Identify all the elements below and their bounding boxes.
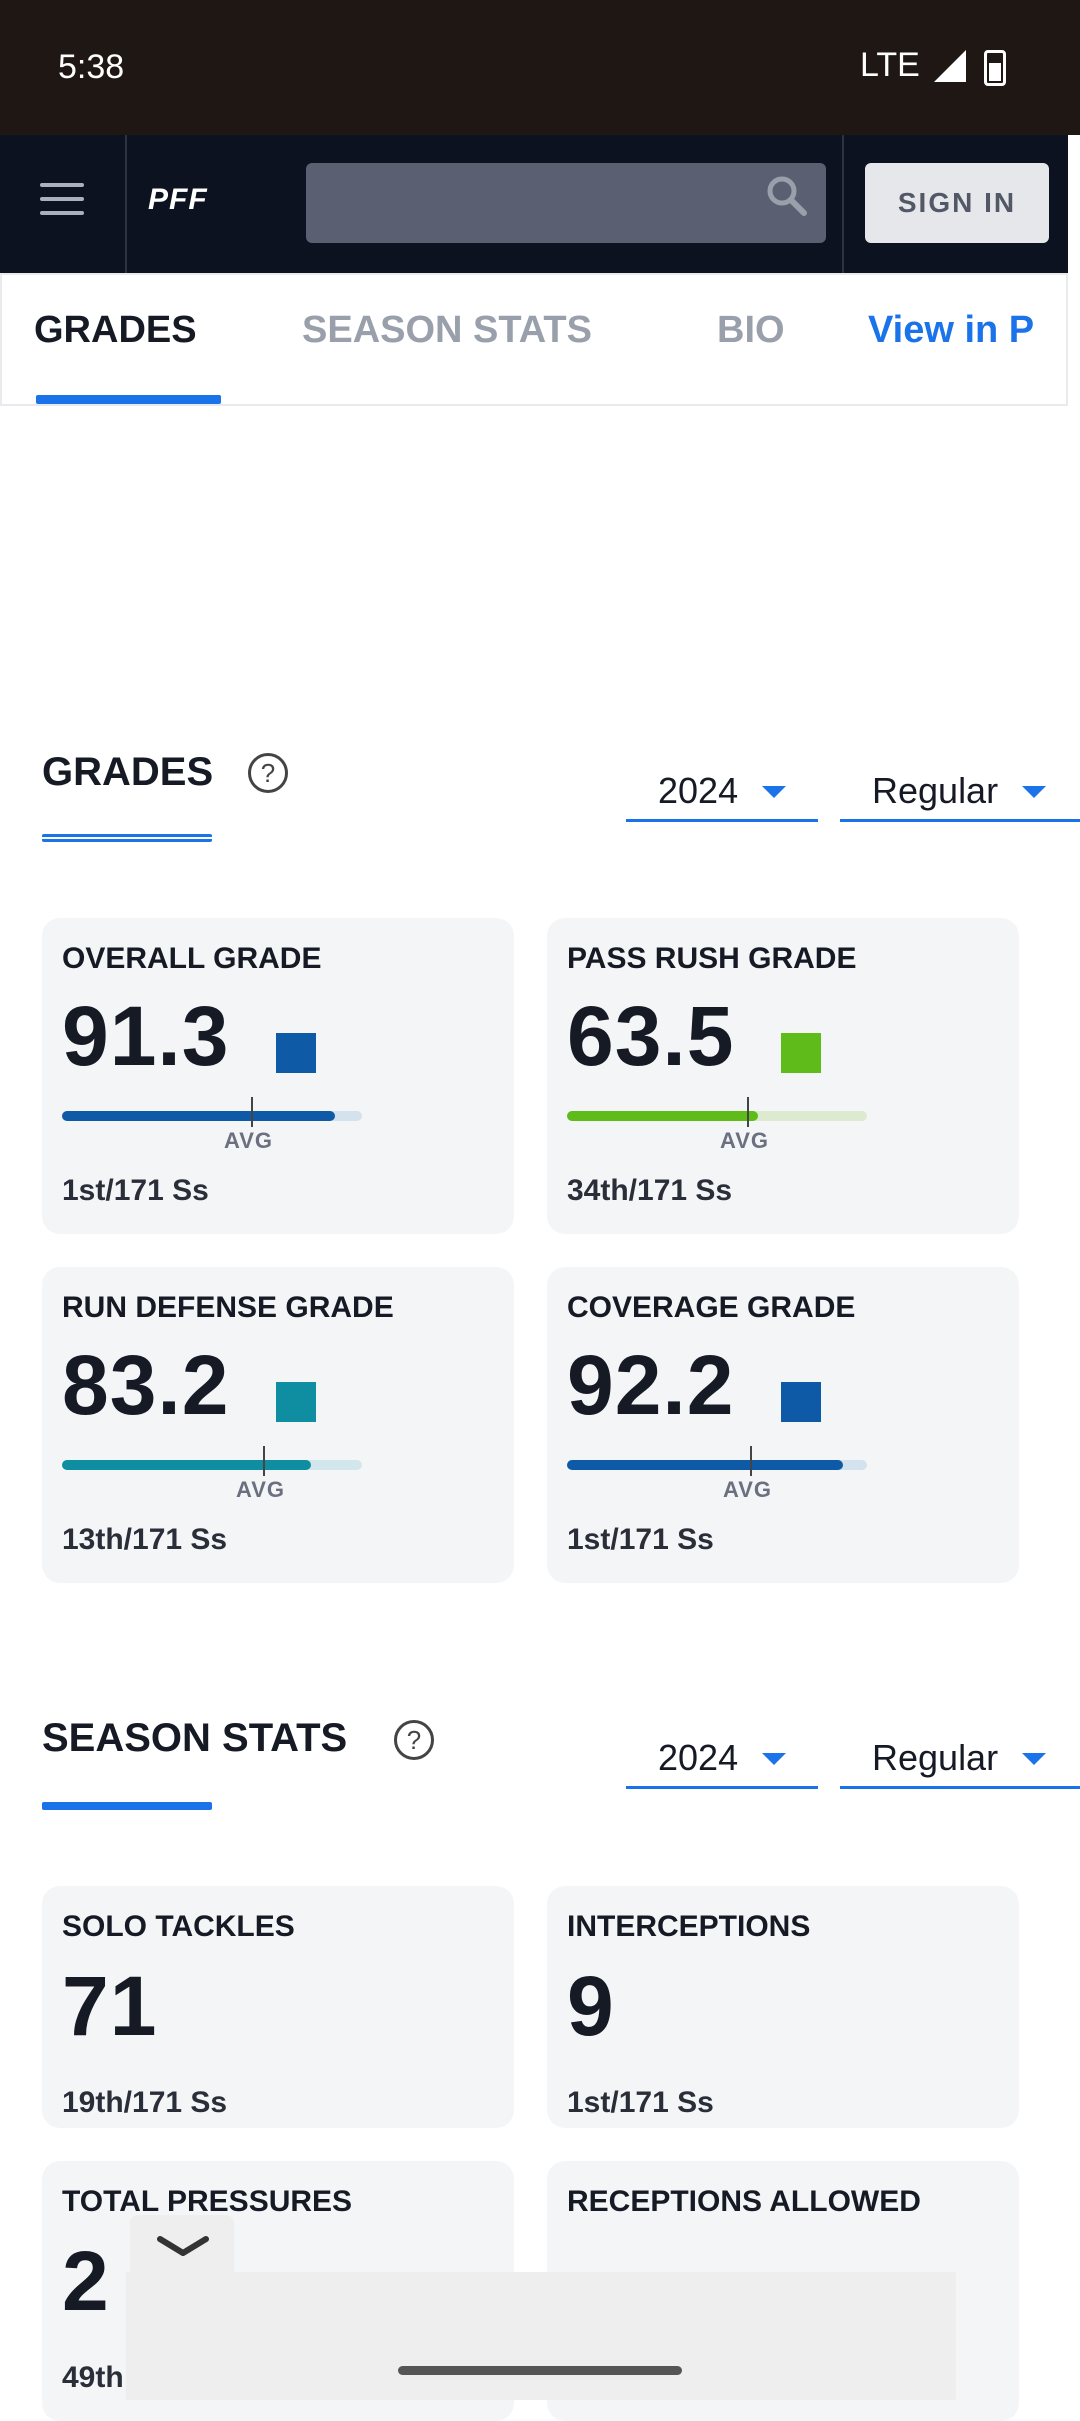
cell-signal-icon — [934, 50, 966, 82]
grade-label: RUN DEFENSE GRADE — [62, 1291, 394, 1324]
player-tabs: GRADES SEASON STATS BIO View in P — [0, 273, 1068, 406]
stat-label: TOTAL PRESSURES — [62, 2185, 353, 2218]
stat-label: SOLO TACKLES — [62, 1910, 295, 1943]
sign-in-button[interactable]: SIGN IN — [865, 163, 1049, 243]
tab-grades[interactable]: GRADES — [34, 309, 197, 351]
avg-marker — [263, 1446, 265, 1476]
bottom-ad-banner — [126, 2272, 956, 2400]
stat-value: 71 — [62, 1959, 158, 2053]
stat-rank: 49th — [62, 2361, 124, 2394]
avg-marker — [251, 1097, 253, 1127]
stats-season-type-select[interactable]: Regular — [840, 1729, 1080, 1789]
grade-bar — [62, 1446, 362, 1476]
home-indicator[interactable] — [398, 2366, 682, 2375]
grade-rank: 34th/171 Ss — [567, 1174, 733, 1207]
avg-marker — [747, 1097, 749, 1127]
grade-value: 91.3 — [62, 989, 230, 1083]
grade-bar-fill — [567, 1111, 758, 1121]
avg-label: AVG — [723, 1477, 773, 1502]
grade-value: 83.2 — [62, 1338, 230, 1432]
caret-down-icon — [762, 1753, 786, 1765]
search-icon[interactable] — [764, 173, 808, 217]
grade-bar — [567, 1446, 867, 1476]
grade-bar — [567, 1097, 867, 1127]
tab-view-in-premium[interactable]: View in P — [868, 309, 1035, 351]
tab-bio[interactable]: BIO — [717, 309, 785, 351]
grade-label: OVERALL GRADE — [62, 942, 322, 975]
grade-label: COVERAGE GRADE — [567, 1291, 856, 1324]
grade-card-coverage[interactable]: COVERAGE GRADE 92.2 AVG 1st/171 Ss — [547, 1267, 1019, 1583]
grades-title: GRADES — [42, 750, 214, 794]
grades-year-value: 2024 — [658, 770, 739, 811]
network-type: LTE — [860, 46, 920, 84]
grade-card-pass-rush[interactable]: PASS RUSH GRADE 63.5 AVG 34th/171 Ss — [547, 918, 1019, 1234]
grade-value: 92.2 — [567, 1338, 735, 1432]
active-tab-indicator — [36, 395, 221, 404]
season-stats-underline — [42, 1802, 212, 1810]
stat-value: 9 — [567, 1959, 615, 2053]
stat-card-solo-tackles[interactable]: SOLO TACKLES 71 19th/171 Ss — [42, 1886, 514, 2128]
grades-year-select[interactable]: 2024 — [626, 762, 818, 822]
grade-color-swatch — [276, 1033, 316, 1073]
caret-down-icon — [762, 786, 786, 798]
stat-label: RECEPTIONS ALLOWED — [567, 2185, 921, 2218]
avg-label: AVG — [236, 1477, 286, 1502]
status-bar: 5:38 LTE — [0, 0, 1080, 135]
top-navbar: PFF SIGN IN — [0, 135, 1068, 273]
hamburger-icon[interactable] — [40, 183, 84, 217]
caret-down-icon — [1022, 786, 1046, 798]
stats-year-select[interactable]: 2024 — [626, 1729, 818, 1789]
season-stats-title: SEASON STATS — [42, 1716, 348, 1760]
grade-bar-fill — [62, 1460, 311, 1470]
caret-down-icon — [1022, 1753, 1046, 1765]
grade-rank: 13th/171 Ss — [62, 1523, 228, 1556]
grades-season-type-value: Regular — [872, 770, 999, 811]
pff-logo[interactable]: PFF — [148, 183, 208, 216]
grade-color-swatch — [276, 1382, 316, 1422]
help-circle-icon[interactable]: ? — [248, 753, 288, 793]
tab-season-stats[interactable]: SEASON STATS — [302, 309, 592, 351]
grade-bar-fill — [62, 1111, 335, 1121]
grade-card-run-defense[interactable]: RUN DEFENSE GRADE 83.2 AVG 13th/171 Ss — [42, 1267, 514, 1583]
grade-color-swatch — [781, 1382, 821, 1422]
stats-year-value: 2024 — [658, 1737, 739, 1778]
grade-label: PASS RUSH GRADE — [567, 942, 857, 975]
divider — [842, 135, 844, 273]
grade-value: 63.5 — [567, 989, 735, 1083]
grade-card-overall[interactable]: OVERALL GRADE 91.3 AVG 1st/171 Ss — [42, 918, 514, 1234]
grade-color-swatch — [781, 1033, 821, 1073]
stat-card-interceptions[interactable]: INTERCEPTIONS 9 1st/171 Ss — [547, 1886, 1019, 2128]
collapse-ad-button[interactable] — [130, 2215, 234, 2275]
avg-marker — [750, 1446, 752, 1476]
chevron-down-icon — [157, 2236, 209, 2256]
search-input[interactable] — [306, 163, 826, 243]
grades-season-type-select[interactable]: Regular — [840, 762, 1080, 822]
avg-label: AVG — [720, 1128, 770, 1153]
stat-rank: 19th/171 Ss — [62, 2086, 228, 2119]
stat-label: INTERCEPTIONS — [567, 1910, 811, 1943]
stat-rank: 1st/171 Ss — [567, 2086, 714, 2119]
avg-label: AVG — [224, 1128, 274, 1153]
stats-season-type-value: Regular — [872, 1737, 999, 1778]
grade-bar-fill — [567, 1460, 843, 1470]
stat-value: 2 — [62, 2234, 110, 2328]
grade-bar — [62, 1097, 362, 1127]
grades-underline — [42, 834, 212, 842]
grade-rank: 1st/171 Ss — [567, 1523, 714, 1556]
status-time: 5:38 — [58, 48, 125, 86]
help-circle-icon[interactable]: ? — [394, 1720, 434, 1760]
battery-icon — [984, 50, 1006, 86]
divider — [125, 135, 127, 273]
grade-rank: 1st/171 Ss — [62, 1174, 209, 1207]
